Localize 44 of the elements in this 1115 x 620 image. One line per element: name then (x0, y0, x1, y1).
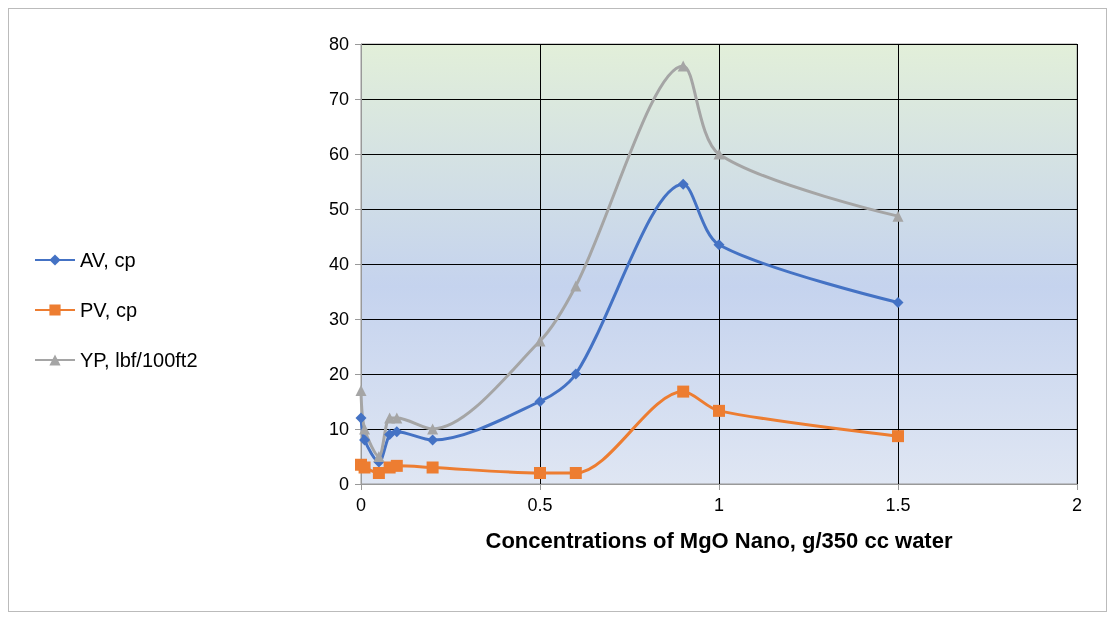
point (892, 297, 904, 308)
legend-label: YP, lbf/100ft2 (80, 349, 198, 371)
legend-label: AV, cp (80, 249, 136, 271)
point (713, 239, 725, 251)
point (427, 423, 439, 435)
point (892, 430, 904, 443)
point (426, 461, 439, 474)
x-tick-label: 0 (355, 495, 367, 515)
point (355, 412, 367, 424)
legend-label: PV, cp (80, 299, 138, 321)
point (677, 178, 689, 190)
point (372, 467, 385, 479)
x-tick-label: 0.5 (527, 495, 553, 515)
point (677, 385, 690, 398)
point (892, 210, 904, 222)
y-tick-label: 60 (328, 144, 349, 164)
x-tick-label: 2 (1071, 495, 1083, 515)
point (569, 467, 582, 479)
x-tick-label: 1 (713, 495, 725, 515)
point (391, 426, 403, 438)
point (384, 429, 396, 440)
point (534, 396, 546, 407)
point (359, 434, 371, 446)
point (570, 368, 582, 380)
point (391, 412, 403, 424)
point (534, 467, 546, 479)
x-axis-title: Concentrations of MgO Nano, g/350 cc water (485, 527, 953, 553)
y-tick-label: 30 (328, 309, 349, 329)
point (373, 451, 385, 462)
y-tick-label: 10 (328, 419, 349, 439)
y-tick-label: 50 (328, 199, 349, 219)
y-tick-label: 40 (328, 254, 349, 274)
x-tick-label: 1.5 (885, 495, 911, 515)
point (358, 461, 371, 474)
y-tick-label: 0 (338, 474, 349, 494)
point (570, 280, 582, 292)
point (713, 404, 725, 417)
point (355, 385, 367, 396)
y-tick-label: 80 (328, 34, 349, 54)
y-tick-label: 70 (328, 89, 349, 109)
y-tick-label: 20 (328, 364, 349, 384)
point (713, 148, 725, 160)
point (359, 423, 371, 435)
point (390, 459, 403, 472)
